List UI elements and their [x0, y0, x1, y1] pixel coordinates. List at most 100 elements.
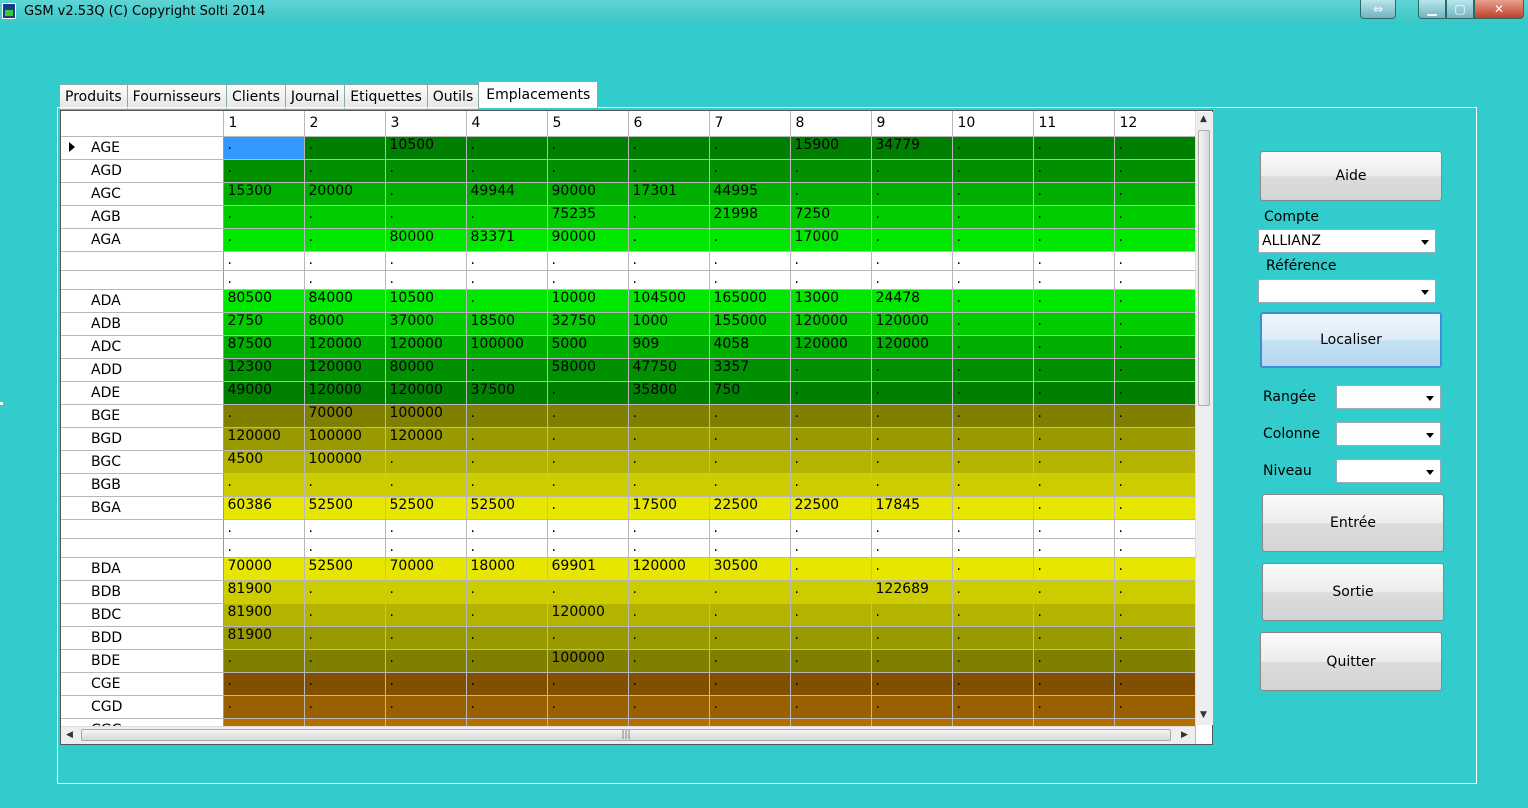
grid-cell[interactable]: .	[871, 358, 953, 382]
grid-cell[interactable]: .	[709, 519, 791, 539]
grid-cell[interactable]: .	[1033, 450, 1115, 474]
grid-cell[interactable]: .	[790, 580, 872, 604]
grid-cell[interactable]: .	[628, 649, 710, 673]
grid-cell[interactable]: .	[466, 427, 548, 451]
grid-cell[interactable]: .	[952, 473, 1034, 497]
column-header[interactable]: 7	[709, 111, 791, 137]
grid-cell[interactable]: .	[1114, 358, 1196, 382]
grid-cell[interactable]: .	[223, 205, 305, 229]
grid-cell[interactable]: .	[871, 450, 953, 474]
grid-cell[interactable]: .	[385, 603, 467, 627]
tab-clients[interactable]: Clients	[226, 84, 286, 109]
grid-cell[interactable]: .	[790, 450, 872, 474]
grid-cell[interactable]: .	[547, 695, 629, 719]
column-header[interactable]: 11	[1033, 111, 1115, 137]
grid-cell[interactable]: .	[952, 381, 1034, 405]
grid-cell[interactable]: 30500	[709, 557, 791, 581]
grid-cell[interactable]: 84000	[304, 289, 386, 313]
grid-cell[interactable]: .	[223, 251, 305, 271]
grid-cell[interactable]: .	[790, 672, 872, 696]
grid-cell[interactable]: .	[466, 289, 548, 313]
row-header[interactable]: AGE	[61, 136, 224, 160]
grid-cell[interactable]: 22500	[709, 496, 791, 520]
grid-cell[interactable]: .	[304, 672, 386, 696]
grid-cell[interactable]: .	[223, 473, 305, 497]
grid-cell[interactable]: .	[385, 182, 467, 206]
grid-cell[interactable]: 120000	[304, 335, 386, 359]
grid-cell[interactable]: .	[1033, 603, 1115, 627]
grid-cell[interactable]: .	[952, 136, 1034, 160]
grid-cell[interactable]: .	[223, 519, 305, 539]
niveau-select[interactable]	[1336, 459, 1441, 483]
grid-cell[interactable]: 4500	[223, 450, 305, 474]
grid-cell[interactable]: .	[385, 473, 467, 497]
grid-cell[interactable]: .	[304, 251, 386, 271]
grid-cell[interactable]: .	[466, 159, 548, 183]
grid-cell[interactable]: .	[871, 649, 953, 673]
aide-button[interactable]: Aide	[1260, 151, 1442, 201]
grid-cell[interactable]: .	[952, 335, 1034, 359]
grid-cell[interactable]: .	[628, 626, 710, 650]
grid-cell[interactable]: .	[304, 270, 386, 290]
grid-cell[interactable]: .	[628, 450, 710, 474]
grid-cell[interactable]: 165000	[709, 289, 791, 313]
horizontal-scroll-thumb[interactable]: |||	[81, 729, 1171, 741]
tab-emplacements[interactable]: Emplacements	[478, 81, 599, 108]
grid-cell[interactable]: .	[1033, 251, 1115, 271]
grid-cell[interactable]: 17301	[628, 182, 710, 206]
grid-cell[interactable]: .	[466, 603, 548, 627]
row-header[interactable]: AGA	[61, 228, 224, 252]
grid-cell[interactable]: .	[628, 580, 710, 604]
grid-cell[interactable]: .	[952, 626, 1034, 650]
grid-cell[interactable]: .	[223, 270, 305, 290]
grid-cell[interactable]: .	[871, 228, 953, 252]
vertical-scroll-thumb[interactable]	[1198, 130, 1210, 406]
grid-cell[interactable]: .	[466, 450, 548, 474]
grid-cell[interactable]: .	[1114, 427, 1196, 451]
grid-cell[interactable]: .	[385, 626, 467, 650]
grid-cell[interactable]: 120000	[385, 335, 467, 359]
grid-cell[interactable]: 17845	[871, 496, 953, 520]
grid-cell[interactable]: .	[1033, 228, 1115, 252]
grid-cell[interactable]: 10500	[385, 136, 467, 160]
grid-cell[interactable]: .	[304, 580, 386, 604]
grid-cell[interactable]: .	[628, 603, 710, 627]
grid-cell[interactable]: .	[790, 557, 872, 581]
grid-cell[interactable]: 120000	[871, 335, 953, 359]
grid-cell[interactable]: .	[466, 270, 548, 290]
grid-cell[interactable]: .	[871, 695, 953, 719]
grid-cell[interactable]: .	[466, 672, 548, 696]
grid-cell[interactable]: 18000	[466, 557, 548, 581]
grid-cell[interactable]: 122689	[871, 580, 953, 604]
grid-cell[interactable]: .	[628, 404, 710, 428]
grid-cell[interactable]: .	[871, 427, 953, 451]
row-header[interactable]: BGC	[61, 450, 224, 474]
tab-etiquettes[interactable]: Etiquettes	[344, 84, 428, 109]
grid-cell[interactable]: .	[952, 519, 1034, 539]
grid-cell[interactable]: .	[1114, 404, 1196, 428]
grid-cell[interactable]: .	[1033, 695, 1115, 719]
grid-cell[interactable]: 100000	[304, 450, 386, 474]
grid-cell[interactable]: .	[385, 251, 467, 271]
grid-cell[interactable]: .	[466, 538, 548, 558]
grid-cell[interactable]: .	[466, 358, 548, 382]
grid-cell[interactable]: .	[223, 136, 305, 160]
grid-cell[interactable]: .	[709, 228, 791, 252]
grid-cell[interactable]: .	[871, 473, 953, 497]
grid-cell[interactable]: 22500	[790, 496, 872, 520]
grid-cell[interactable]: .	[547, 538, 629, 558]
grid-cell[interactable]: .	[466, 626, 548, 650]
scroll-left-icon[interactable]: ◀	[66, 730, 73, 740]
grid-cell[interactable]: 83371	[466, 228, 548, 252]
grid-cell[interactable]: 100000	[466, 335, 548, 359]
grid-cell[interactable]: 15900	[790, 136, 872, 160]
grid-cell[interactable]: .	[790, 695, 872, 719]
grid-cell[interactable]: .	[871, 538, 953, 558]
grid-cell[interactable]: 34779	[871, 136, 953, 160]
tab-produits[interactable]: Produits	[59, 84, 128, 109]
grid-cell[interactable]: .	[304, 538, 386, 558]
grid-cell[interactable]: .	[1033, 358, 1115, 382]
grid-cell[interactable]: .	[790, 159, 872, 183]
resize-icon[interactable]: ⇔	[1360, 0, 1396, 19]
grid-cell[interactable]: .	[952, 270, 1034, 290]
